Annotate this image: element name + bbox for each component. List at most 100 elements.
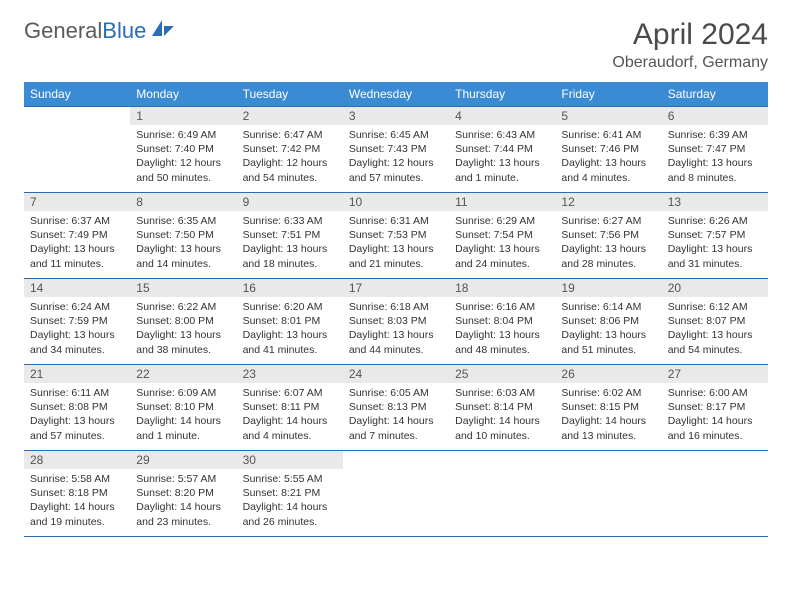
location: Oberaudorf, Germany xyxy=(612,54,768,72)
daylight-text: Daylight: 14 hours and 19 minutes. xyxy=(30,500,124,528)
sunrise-text: Sunrise: 6:20 AM xyxy=(243,300,337,314)
sunrise-text: Sunrise: 6:00 AM xyxy=(668,386,762,400)
sunset-text: Sunset: 7:54 PM xyxy=(455,228,549,242)
sunset-text: Sunset: 8:14 PM xyxy=(455,400,549,414)
calendar-cell: 20Sunrise: 6:12 AMSunset: 8:07 PMDayligh… xyxy=(662,279,768,365)
calendar-row: 14Sunrise: 6:24 AMSunset: 7:59 PMDayligh… xyxy=(24,279,768,365)
sunrise-text: Sunrise: 6:43 AM xyxy=(455,128,549,142)
sunset-text: Sunset: 8:08 PM xyxy=(30,400,124,414)
calendar-cell: 9Sunrise: 6:33 AMSunset: 7:51 PMDaylight… xyxy=(237,193,343,279)
sunrise-text: Sunrise: 5:57 AM xyxy=(136,472,230,486)
daylight-text: Daylight: 14 hours and 7 minutes. xyxy=(349,414,443,442)
day-number: 27 xyxy=(662,365,768,383)
day-number: 7 xyxy=(24,193,130,211)
daylight-text: Daylight: 13 hours and 24 minutes. xyxy=(455,242,549,270)
day-details: Sunrise: 6:39 AMSunset: 7:47 PMDaylight:… xyxy=(662,125,768,187)
day-number: 9 xyxy=(237,193,343,211)
sunrise-text: Sunrise: 6:33 AM xyxy=(243,214,337,228)
sunset-text: Sunset: 7:53 PM xyxy=(349,228,443,242)
daylight-text: Daylight: 13 hours and 18 minutes. xyxy=(243,242,337,270)
sunrise-text: Sunrise: 6:14 AM xyxy=(561,300,655,314)
day-details: Sunrise: 5:57 AMSunset: 8:20 PMDaylight:… xyxy=(130,469,236,531)
day-number: 4 xyxy=(449,107,555,125)
sunset-text: Sunset: 8:00 PM xyxy=(136,314,230,328)
day-number: 12 xyxy=(555,193,661,211)
day-number: 15 xyxy=(130,279,236,297)
weekday-header: Sunday xyxy=(24,82,130,107)
sunrise-text: Sunrise: 6:16 AM xyxy=(455,300,549,314)
calendar-cell: 16Sunrise: 6:20 AMSunset: 8:01 PMDayligh… xyxy=(237,279,343,365)
brand-part2: Blue xyxy=(102,18,146,44)
day-details: Sunrise: 6:03 AMSunset: 8:14 PMDaylight:… xyxy=(449,383,555,445)
sunset-text: Sunset: 7:42 PM xyxy=(243,142,337,156)
calendar-row: 7Sunrise: 6:37 AMSunset: 7:49 PMDaylight… xyxy=(24,193,768,279)
sunrise-text: Sunrise: 6:45 AM xyxy=(349,128,443,142)
day-number: 26 xyxy=(555,365,661,383)
day-number: 30 xyxy=(237,451,343,469)
day-details: Sunrise: 6:09 AMSunset: 8:10 PMDaylight:… xyxy=(130,383,236,445)
weekday-header: Friday xyxy=(555,82,661,107)
daylight-text: Daylight: 14 hours and 4 minutes. xyxy=(243,414,337,442)
sunset-text: Sunset: 8:21 PM xyxy=(243,486,337,500)
calendar-cell: 21Sunrise: 6:11 AMSunset: 8:08 PMDayligh… xyxy=(24,365,130,451)
sunset-text: Sunset: 8:06 PM xyxy=(561,314,655,328)
day-details: Sunrise: 5:58 AMSunset: 8:18 PMDaylight:… xyxy=(24,469,130,531)
sunset-text: Sunset: 8:03 PM xyxy=(349,314,443,328)
calendar-cell: 18Sunrise: 6:16 AMSunset: 8:04 PMDayligh… xyxy=(449,279,555,365)
calendar-body: 1Sunrise: 6:49 AMSunset: 7:40 PMDaylight… xyxy=(24,107,768,537)
calendar-cell: 22Sunrise: 6:09 AMSunset: 8:10 PMDayligh… xyxy=(130,365,236,451)
sunrise-text: Sunrise: 6:26 AM xyxy=(668,214,762,228)
sunset-text: Sunset: 8:20 PM xyxy=(136,486,230,500)
sunrise-text: Sunrise: 6:24 AM xyxy=(30,300,124,314)
calendar-row: 28Sunrise: 5:58 AMSunset: 8:18 PMDayligh… xyxy=(24,451,768,537)
daylight-text: Daylight: 13 hours and 31 minutes. xyxy=(668,242,762,270)
daylight-text: Daylight: 14 hours and 13 minutes. xyxy=(561,414,655,442)
sunset-text: Sunset: 7:43 PM xyxy=(349,142,443,156)
daylight-text: Daylight: 13 hours and 28 minutes. xyxy=(561,242,655,270)
calendar-cell: 12Sunrise: 6:27 AMSunset: 7:56 PMDayligh… xyxy=(555,193,661,279)
daylight-text: Daylight: 13 hours and 38 minutes. xyxy=(136,328,230,356)
sunrise-text: Sunrise: 6:11 AM xyxy=(30,386,124,400)
day-details: Sunrise: 6:49 AMSunset: 7:40 PMDaylight:… xyxy=(130,125,236,187)
calendar-cell-empty xyxy=(343,451,449,537)
calendar-cell: 4Sunrise: 6:43 AMSunset: 7:44 PMDaylight… xyxy=(449,107,555,193)
day-details: Sunrise: 6:35 AMSunset: 7:50 PMDaylight:… xyxy=(130,211,236,273)
calendar-row: 21Sunrise: 6:11 AMSunset: 8:08 PMDayligh… xyxy=(24,365,768,451)
calendar-cell: 2Sunrise: 6:47 AMSunset: 7:42 PMDaylight… xyxy=(237,107,343,193)
calendar-cell-empty xyxy=(449,451,555,537)
day-details: Sunrise: 6:22 AMSunset: 8:00 PMDaylight:… xyxy=(130,297,236,359)
day-details: Sunrise: 5:55 AMSunset: 8:21 PMDaylight:… xyxy=(237,469,343,531)
day-details: Sunrise: 6:45 AMSunset: 7:43 PMDaylight:… xyxy=(343,125,449,187)
day-number: 13 xyxy=(662,193,768,211)
weekday-header-row: SundayMondayTuesdayWednesdayThursdayFrid… xyxy=(24,82,768,107)
sunset-text: Sunset: 8:18 PM xyxy=(30,486,124,500)
day-number: 3 xyxy=(343,107,449,125)
calendar-cell: 11Sunrise: 6:29 AMSunset: 7:54 PMDayligh… xyxy=(449,193,555,279)
daylight-text: Daylight: 14 hours and 23 minutes. xyxy=(136,500,230,528)
day-number: 6 xyxy=(662,107,768,125)
sunrise-text: Sunrise: 5:58 AM xyxy=(30,472,124,486)
calendar-cell: 24Sunrise: 6:05 AMSunset: 8:13 PMDayligh… xyxy=(343,365,449,451)
day-number: 14 xyxy=(24,279,130,297)
calendar-cell-empty xyxy=(662,451,768,537)
calendar-cell: 14Sunrise: 6:24 AMSunset: 7:59 PMDayligh… xyxy=(24,279,130,365)
calendar-cell: 17Sunrise: 6:18 AMSunset: 8:03 PMDayligh… xyxy=(343,279,449,365)
weekday-header: Tuesday xyxy=(237,82,343,107)
sunrise-text: Sunrise: 6:07 AM xyxy=(243,386,337,400)
day-number: 11 xyxy=(449,193,555,211)
day-number: 17 xyxy=(343,279,449,297)
daylight-text: Daylight: 12 hours and 50 minutes. xyxy=(136,156,230,184)
sunset-text: Sunset: 8:10 PM xyxy=(136,400,230,414)
daylight-text: Daylight: 13 hours and 1 minute. xyxy=(455,156,549,184)
calendar-cell: 29Sunrise: 5:57 AMSunset: 8:20 PMDayligh… xyxy=(130,451,236,537)
sunrise-text: Sunrise: 6:27 AM xyxy=(561,214,655,228)
daylight-text: Daylight: 13 hours and 48 minutes. xyxy=(455,328,549,356)
calendar-cell: 10Sunrise: 6:31 AMSunset: 7:53 PMDayligh… xyxy=(343,193,449,279)
daylight-text: Daylight: 13 hours and 51 minutes. xyxy=(561,328,655,356)
sunset-text: Sunset: 7:40 PM xyxy=(136,142,230,156)
day-number: 5 xyxy=(555,107,661,125)
daylight-text: Daylight: 14 hours and 16 minutes. xyxy=(668,414,762,442)
sunrise-text: Sunrise: 6:02 AM xyxy=(561,386,655,400)
sunrise-text: Sunrise: 6:18 AM xyxy=(349,300,443,314)
day-number: 1 xyxy=(130,107,236,125)
